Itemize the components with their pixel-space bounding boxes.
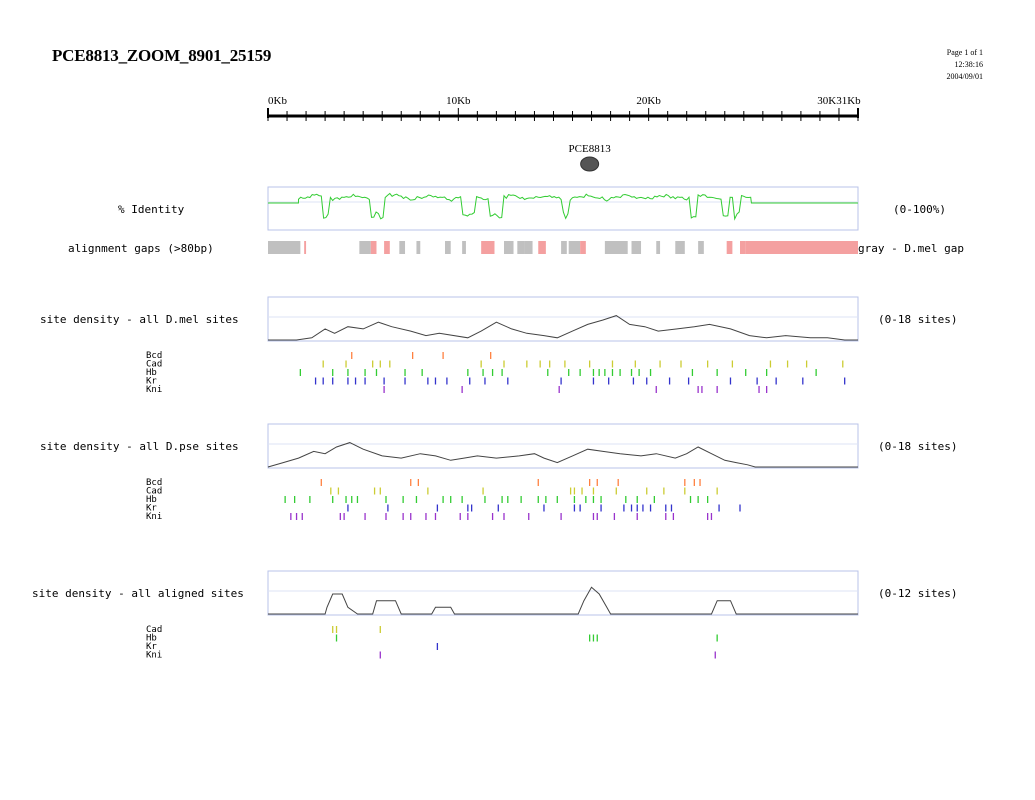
- density-label: site density - all D.pse sites: [40, 440, 239, 453]
- density-frame: [267, 423, 859, 469]
- gap-block: [268, 241, 301, 254]
- factor-label: Hb: [146, 495, 157, 505]
- factor-label: Kni: [146, 385, 162, 395]
- gap-block: [370, 241, 377, 254]
- factor-label: Cad: [146, 625, 162, 635]
- factor-label: Kni: [146, 512, 162, 522]
- gap-block: [675, 241, 685, 254]
- gap-block: [504, 241, 514, 254]
- gap-block: [604, 241, 628, 254]
- gap-block: [384, 241, 390, 254]
- gap-block: [568, 241, 581, 254]
- gap-block: [359, 241, 371, 254]
- print-time: 12:38:16: [954, 60, 983, 69]
- gaps-label: alignment gaps (>80bp): [68, 242, 214, 255]
- gap-block: [538, 241, 546, 254]
- gap-block: [416, 241, 421, 254]
- density-range: (0-18 sites): [878, 440, 957, 453]
- factor-label: Cad: [146, 360, 162, 370]
- print-date: 2004/09/01: [946, 72, 983, 81]
- density-track-3: site density - all aligned sites (0-12 si…: [32, 570, 957, 661]
- factor-label: Hb: [146, 368, 157, 378]
- density-track-2: site density - all D.pse sites (0-18 site…: [40, 423, 957, 522]
- identity-range: (0-100%): [893, 203, 946, 216]
- gap-block: [524, 241, 533, 254]
- identity-line: [268, 192, 858, 221]
- ruler-label: 10Kb: [446, 95, 471, 107]
- page-number: Page 1 of 1: [946, 48, 983, 57]
- gaps-legend: gray - D.mel gap: [858, 242, 964, 255]
- kb-ruler: 0Kb 10Kb 20Kb 30K31Kb: [267, 95, 861, 121]
- factor-label: Hb: [146, 634, 157, 644]
- gap-block: [580, 241, 586, 254]
- density-line: [268, 586, 858, 615]
- gap-block: [631, 241, 642, 254]
- density-frame: [267, 570, 859, 616]
- ruler-label: 20Kb: [636, 95, 661, 107]
- density-line: [267, 442, 858, 468]
- factor-label: Kr: [146, 642, 157, 652]
- gap-block: [481, 241, 495, 254]
- density-line: [268, 315, 858, 341]
- alignment-gaps-track: alignment gaps (>80bp) gray - D.mel gap: [68, 241, 964, 255]
- gap-block: [726, 241, 733, 254]
- density-frame: [267, 296, 859, 342]
- factor-label: Bcd: [146, 478, 162, 488]
- factor-label: Bcd: [146, 351, 162, 361]
- density-label: site density - all aligned sites: [32, 587, 244, 600]
- ruler-label: 0Kb: [268, 95, 287, 107]
- gap-block: [740, 241, 746, 254]
- element-marker: PCE8813: [569, 143, 612, 172]
- identity-track: % Identity (0-100%): [118, 186, 946, 231]
- gap-block: [399, 241, 406, 254]
- factor-label: Kr: [146, 504, 157, 514]
- gap-block: [698, 241, 704, 254]
- gap-block: [517, 241, 525, 254]
- gap-block: [445, 241, 451, 254]
- identity-label: % Identity: [118, 203, 185, 216]
- ruler-label: 30K31Kb: [817, 95, 861, 107]
- element-dot: [580, 156, 600, 172]
- factor-label: Kni: [146, 651, 162, 661]
- gap-block: [304, 241, 307, 254]
- density-range: (0-18 sites): [878, 313, 957, 326]
- page-title: PCE8813_ZOOM_8901_25159: [52, 46, 272, 65]
- factor-label: Kr: [146, 377, 157, 387]
- gap-block: [561, 241, 567, 254]
- gap-block: [656, 241, 661, 254]
- density-label: site density - all D.mel sites: [40, 313, 239, 326]
- element-label: PCE8813: [569, 143, 612, 155]
- site-density-tracks: site density - all D.mel sites (0-18 site…: [32, 296, 957, 661]
- gap-block: [462, 241, 466, 254]
- density-track-1: site density - all D.mel sites (0-18 site…: [40, 296, 957, 395]
- gap-block: [745, 241, 858, 254]
- factor-label: Cad: [146, 487, 162, 497]
- density-range: (0-12 sites): [878, 587, 957, 600]
- identity-frame: [267, 186, 859, 231]
